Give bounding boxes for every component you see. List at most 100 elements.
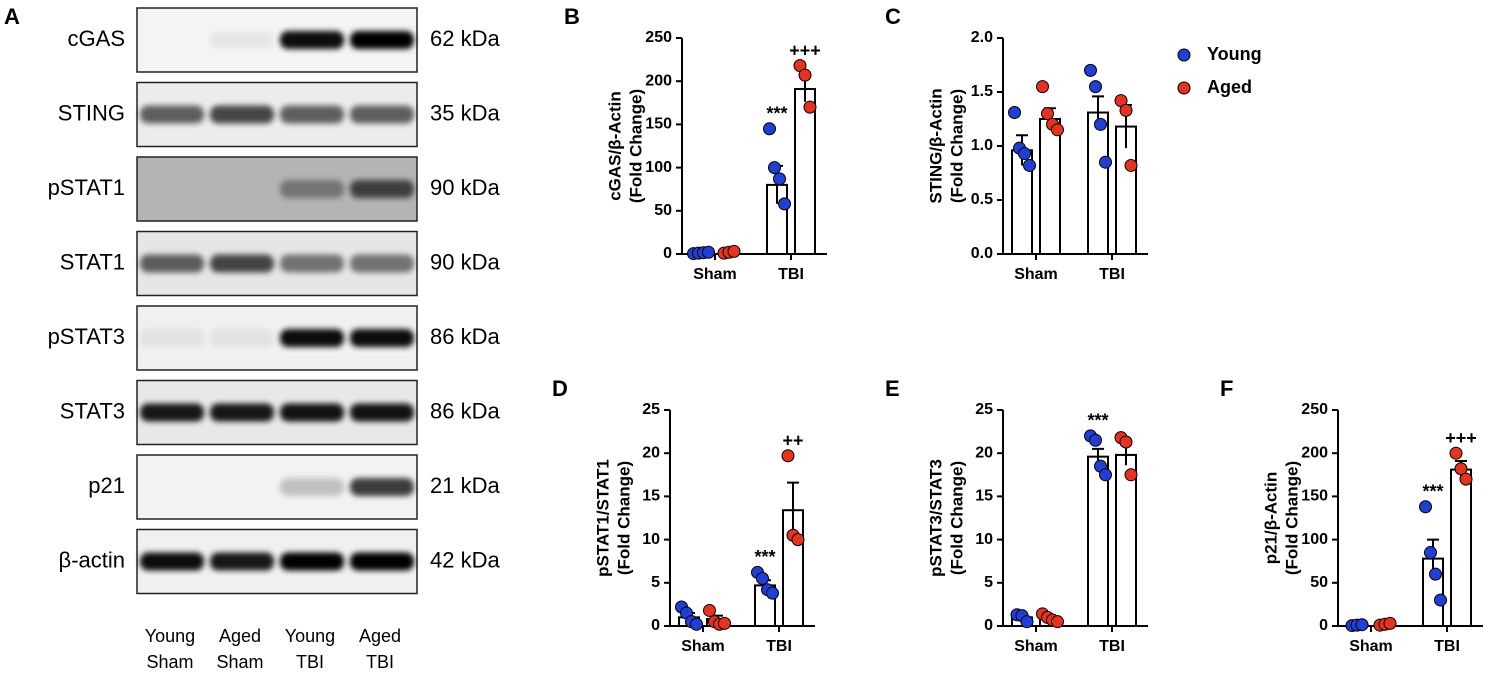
- error-bar: [787, 481, 799, 538]
- y-tick-label: 1.5: [971, 83, 993, 100]
- blot-band: [140, 552, 204, 571]
- kda-label: 90 kDa: [430, 249, 500, 274]
- blot-band: [210, 254, 274, 273]
- blot-band: [280, 180, 344, 198]
- protein-label: cGAS: [68, 26, 125, 51]
- lane-label: Young: [285, 626, 335, 646]
- lane-label: Aged: [359, 626, 401, 646]
- blot-band: [140, 329, 204, 347]
- lane-label: Aged: [219, 626, 261, 646]
- y-tick-label: 250: [645, 29, 672, 46]
- y-tick-label: 0: [663, 245, 672, 262]
- panel-label: F: [1220, 376, 1233, 401]
- data-point: [1041, 107, 1054, 121]
- protein-label: STAT1: [60, 249, 125, 274]
- x-tick-label: Sham: [1014, 266, 1058, 283]
- data-point: [1355, 618, 1369, 632]
- x-tick-label: TBI: [778, 266, 804, 283]
- data-point: [1454, 462, 1468, 476]
- y-tick-label: 20: [642, 444, 660, 461]
- blot-band: [350, 478, 414, 496]
- y-tick-label: 2.0: [971, 29, 993, 46]
- data-point: [1419, 500, 1432, 514]
- significance: +++: [1445, 428, 1477, 448]
- y-tick-label: 100: [645, 159, 672, 176]
- data-point: [727, 244, 741, 258]
- significance: ***: [1087, 411, 1108, 431]
- y-tick-label: 10: [642, 531, 660, 548]
- protein-label: p21: [88, 473, 125, 498]
- y-tick-label: 50: [1310, 574, 1328, 591]
- data-point: [756, 571, 769, 585]
- blot-band: [210, 552, 274, 571]
- blot-band: [140, 105, 204, 124]
- data-point: [1094, 117, 1107, 131]
- blot-band: [280, 254, 344, 273]
- blot-band: [350, 329, 414, 347]
- y-axis-label: cGAS/β-Actin: [605, 91, 624, 201]
- blot-band: [350, 31, 414, 49]
- data-point: [1051, 123, 1064, 137]
- protein-label: pSTAT3: [48, 324, 125, 349]
- data-point: [1459, 472, 1473, 486]
- data-point: [1383, 616, 1397, 630]
- bar: [1087, 111, 1109, 255]
- data-point: [798, 68, 812, 82]
- y-axis-label: pSTAT1/STAT1: [593, 459, 612, 577]
- data-point: [1124, 468, 1138, 482]
- x-tick-label: TBI: [1099, 638, 1125, 655]
- blot-band: [350, 254, 414, 273]
- data-point: [1008, 106, 1021, 120]
- y-axis-label: (Fold Change): [947, 461, 966, 575]
- data-point: [1051, 615, 1064, 629]
- data-point: [690, 617, 703, 631]
- x-tick-label: Sham: [681, 638, 725, 655]
- data-point: [803, 100, 817, 114]
- data-point: [781, 449, 795, 463]
- y-tick-label: 10: [975, 531, 993, 548]
- significance: +++: [789, 40, 821, 60]
- blot-band: [280, 403, 344, 422]
- significance: ***: [754, 547, 775, 567]
- legend-marker: [1177, 81, 1191, 95]
- significance: ++: [782, 431, 803, 451]
- blot-band: [280, 31, 344, 49]
- blot-band: [280, 478, 344, 496]
- kda-label: 86 kDa: [430, 398, 500, 423]
- y-tick-label: 0: [651, 617, 660, 634]
- kda-label: 35 kDa: [430, 100, 500, 125]
- y-tick-label: 5: [651, 574, 660, 591]
- bar: [794, 87, 816, 255]
- y-tick-label: 200: [1301, 444, 1328, 461]
- data-point: [1099, 155, 1112, 169]
- lane-label: Sham: [216, 652, 263, 672]
- bar: [1087, 455, 1109, 627]
- panel-label: C: [885, 4, 901, 29]
- y-axis-label: (Fold Change): [614, 461, 633, 575]
- kda-label: 62 kDa: [430, 26, 500, 51]
- data-point: [778, 197, 791, 211]
- data-point: [1119, 435, 1133, 449]
- significance: ***: [1422, 482, 1443, 502]
- y-tick-label: 200: [645, 72, 672, 89]
- y-axis-label: (Fold Change): [626, 89, 645, 203]
- x-tick-label: TBI: [766, 638, 792, 655]
- data-point: [1424, 546, 1437, 560]
- data-point: [1119, 103, 1133, 117]
- x-tick-label: TBI: [1434, 638, 1460, 655]
- blot-band: [350, 105, 414, 124]
- panel-label: B: [564, 4, 580, 29]
- blot-band: [350, 403, 414, 422]
- data-point: [1084, 63, 1097, 77]
- data-point: [1434, 593, 1447, 607]
- bar: [1039, 118, 1061, 255]
- blot-band: [210, 329, 274, 347]
- y-tick-label: 15: [642, 488, 660, 505]
- x-tick-label: TBI: [1099, 266, 1125, 283]
- y-tick-label: 0.0: [971, 245, 993, 262]
- blot-band: [140, 254, 204, 273]
- blot-band: [210, 403, 274, 422]
- blot-band: [350, 180, 414, 198]
- y-tick-label: 15: [975, 488, 993, 505]
- kda-label: 42 kDa: [430, 547, 500, 572]
